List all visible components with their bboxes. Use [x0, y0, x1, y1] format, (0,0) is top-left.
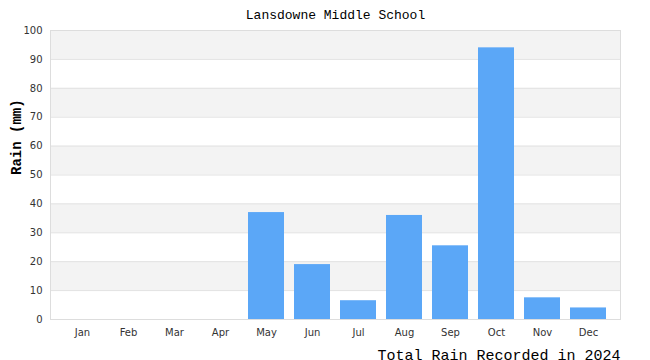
svg-text:May: May: [256, 327, 277, 338]
svg-text:Oct: Oct: [488, 327, 505, 338]
svg-text:100: 100: [23, 25, 42, 36]
svg-text:90: 90: [30, 54, 43, 65]
svg-text:80: 80: [30, 83, 43, 94]
svg-text:Nov: Nov: [533, 327, 553, 338]
svg-text:70: 70: [30, 111, 43, 122]
svg-text:30: 30: [30, 227, 43, 238]
svg-text:Dec: Dec: [579, 327, 598, 338]
svg-text:0: 0: [36, 314, 42, 325]
svg-text:20: 20: [30, 256, 43, 267]
svg-text:Lansdowne Middle School: Lansdowne Middle School: [246, 8, 426, 23]
svg-text:Rain (mm): Rain (mm): [9, 99, 25, 175]
svg-text:10: 10: [30, 285, 43, 296]
svg-text:Jan: Jan: [74, 327, 90, 338]
svg-text:60: 60: [30, 140, 43, 151]
svg-text:Sep: Sep: [441, 327, 460, 338]
svg-text:Apr: Apr: [212, 327, 230, 338]
svg-text:50: 50: [30, 169, 43, 180]
svg-text:Aug: Aug: [395, 327, 415, 338]
svg-text:Total Rain Recorded in 2024: Total Rain Recorded in 2024: [377, 348, 620, 360]
svg-text:Mar: Mar: [165, 327, 185, 338]
svg-text:40: 40: [30, 198, 43, 209]
svg-text:Feb: Feb: [120, 327, 138, 338]
svg-text:Jun: Jun: [304, 327, 321, 338]
svg-text:Jul: Jul: [351, 327, 364, 338]
